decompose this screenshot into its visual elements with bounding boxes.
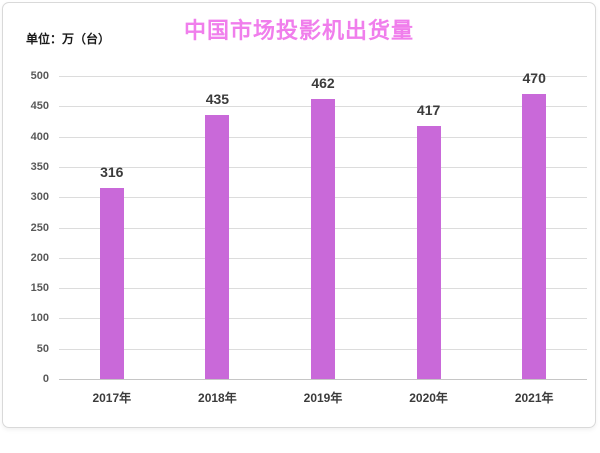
y-tick-label: 200 bbox=[30, 251, 49, 264]
y-tick-label: 50 bbox=[36, 342, 49, 355]
bar-2020年 bbox=[416, 126, 441, 379]
y-tick-label: 500 bbox=[30, 70, 49, 82]
y-tick-label: 100 bbox=[30, 312, 49, 325]
y-tick-label: 350 bbox=[30, 160, 49, 173]
x-axis-line bbox=[59, 379, 587, 380]
x-tick-label: 2020年 bbox=[409, 391, 448, 405]
bar-2021年 bbox=[522, 94, 547, 379]
x-tick-label: 2019年 bbox=[303, 391, 343, 405]
unit-label: 单位：万（台） bbox=[26, 32, 111, 46]
y-tick-label: 400 bbox=[30, 130, 49, 143]
bar-value-label: 462 bbox=[311, 75, 335, 92]
y-tick-label: 450 bbox=[30, 100, 49, 113]
x-tick-label: 2017年 bbox=[92, 391, 132, 405]
bar-2019年 bbox=[311, 99, 335, 379]
chart-card: 中国市场投影机出货量 单位：万（台） 0 50 100 150 200 250 300 350… bbox=[2, 2, 596, 428]
y-tick-label: 0 bbox=[42, 373, 49, 385]
y-tick-label: 250 bbox=[30, 221, 49, 234]
x-tick-label: 2021年 bbox=[514, 391, 554, 405]
gridline bbox=[59, 76, 587, 77]
bar-value-label: 435 bbox=[205, 91, 230, 108]
bar-value-label: 316 bbox=[100, 163, 124, 180]
y-tick-label: 300 bbox=[30, 191, 49, 204]
plot-area: 0 50 100 150 200 250 300 350 400 450 500 316 2017年 43… bbox=[3, 3, 597, 429]
chart-title: 中国市场投影机出货量 bbox=[183, 18, 414, 43]
bar-2018年 bbox=[205, 115, 230, 379]
bar-value-label: 417 bbox=[416, 102, 441, 119]
bar-value-label: 470 bbox=[522, 70, 546, 87]
x-tick-label: 2018年 bbox=[198, 391, 237, 405]
bar-2017年 bbox=[99, 187, 124, 379]
y-tick-label: 150 bbox=[30, 282, 49, 295]
